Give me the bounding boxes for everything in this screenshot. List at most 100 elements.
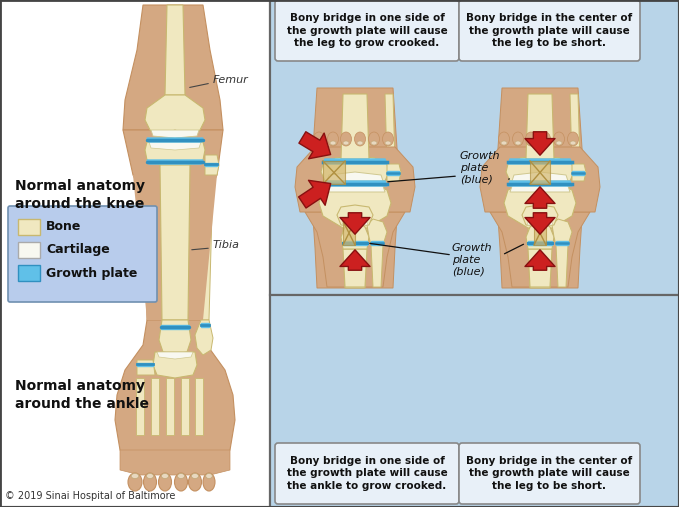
Text: Bony bridge in the center of
the growth plate will cause
the leg to be short.: Bony bridge in the center of the growth …: [466, 13, 633, 48]
Polygon shape: [195, 320, 213, 355]
Polygon shape: [572, 164, 586, 181]
Polygon shape: [572, 171, 584, 175]
Polygon shape: [310, 88, 400, 188]
Bar: [0, 0, 270, 507]
Polygon shape: [157, 352, 193, 359]
Ellipse shape: [498, 132, 509, 146]
Bar: [18, 265, 40, 281]
Polygon shape: [161, 325, 189, 329]
Ellipse shape: [131, 474, 139, 479]
Bar: [18, 219, 40, 235]
Polygon shape: [508, 159, 572, 164]
Ellipse shape: [371, 141, 377, 145]
Bar: [18, 242, 40, 258]
Polygon shape: [325, 180, 385, 192]
Ellipse shape: [314, 132, 325, 146]
Polygon shape: [528, 249, 552, 287]
Text: Growth plate: Growth plate: [46, 267, 137, 279]
Polygon shape: [319, 184, 391, 228]
Polygon shape: [570, 94, 580, 164]
Polygon shape: [556, 245, 568, 287]
Polygon shape: [556, 241, 568, 245]
Polygon shape: [342, 218, 368, 225]
Ellipse shape: [513, 132, 524, 146]
Ellipse shape: [162, 474, 168, 479]
Text: Bony bridge in one side of
the growth plate will cause
the leg to grow crooked.: Bony bridge in one side of the growth pl…: [287, 13, 447, 48]
Ellipse shape: [568, 132, 579, 146]
Text: Bony bridge in one side of
the growth plate will cause
the ankle to grow crooked: Bony bridge in one side of the growth pl…: [287, 456, 447, 491]
Polygon shape: [145, 142, 205, 167]
Polygon shape: [341, 223, 369, 249]
Polygon shape: [151, 378, 159, 435]
Polygon shape: [115, 320, 235, 470]
Polygon shape: [341, 94, 369, 159]
Polygon shape: [201, 175, 213, 320]
Ellipse shape: [158, 473, 172, 491]
Polygon shape: [295, 147, 415, 212]
Ellipse shape: [203, 473, 215, 491]
Text: © 2019 Sinai Hospital of Baltimore: © 2019 Sinai Hospital of Baltimore: [5, 491, 175, 501]
Polygon shape: [371, 245, 383, 287]
Polygon shape: [159, 320, 191, 354]
Polygon shape: [495, 88, 585, 188]
Ellipse shape: [540, 132, 551, 146]
Polygon shape: [343, 241, 367, 245]
Polygon shape: [530, 161, 550, 184]
Ellipse shape: [501, 141, 507, 145]
Polygon shape: [165, 5, 185, 95]
Text: Tibia: Tibia: [213, 240, 240, 250]
Ellipse shape: [191, 474, 198, 479]
Polygon shape: [136, 378, 144, 435]
Polygon shape: [327, 172, 383, 181]
Ellipse shape: [382, 132, 394, 146]
Polygon shape: [305, 212, 405, 287]
Polygon shape: [387, 171, 399, 175]
FancyBboxPatch shape: [459, 443, 640, 504]
Ellipse shape: [556, 141, 562, 145]
Polygon shape: [526, 94, 554, 159]
Ellipse shape: [177, 474, 185, 479]
FancyBboxPatch shape: [275, 443, 459, 504]
Polygon shape: [527, 218, 553, 225]
Text: Normal anatomy
around the ankle: Normal anatomy around the ankle: [15, 379, 149, 411]
Polygon shape: [145, 95, 205, 135]
Ellipse shape: [343, 141, 349, 145]
Text: Bony bridge in the center of
the growth plate will cause
the leg to be short.: Bony bridge in the center of the growth …: [466, 456, 633, 491]
Text: Bone: Bone: [46, 221, 81, 234]
Polygon shape: [153, 352, 197, 378]
Ellipse shape: [147, 474, 153, 479]
Polygon shape: [495, 188, 585, 288]
Polygon shape: [526, 223, 554, 249]
Ellipse shape: [327, 132, 339, 146]
Ellipse shape: [340, 132, 352, 146]
Polygon shape: [323, 161, 345, 184]
Polygon shape: [205, 155, 219, 175]
Ellipse shape: [526, 132, 536, 146]
Polygon shape: [490, 212, 590, 287]
Polygon shape: [123, 5, 223, 130]
Polygon shape: [510, 180, 570, 192]
Polygon shape: [323, 181, 387, 186]
Polygon shape: [512, 172, 568, 181]
Polygon shape: [166, 378, 174, 435]
Bar: [270, 0, 679, 295]
Polygon shape: [504, 184, 576, 228]
Polygon shape: [137, 363, 153, 366]
Ellipse shape: [330, 141, 336, 145]
Polygon shape: [321, 156, 389, 181]
Polygon shape: [123, 130, 223, 320]
Ellipse shape: [316, 141, 322, 145]
Ellipse shape: [206, 474, 213, 479]
Polygon shape: [310, 188, 400, 288]
Polygon shape: [522, 205, 558, 225]
Polygon shape: [534, 221, 546, 245]
Polygon shape: [528, 241, 552, 245]
FancyBboxPatch shape: [8, 206, 157, 302]
Polygon shape: [149, 142, 201, 150]
Polygon shape: [371, 241, 383, 245]
Polygon shape: [552, 219, 572, 245]
Polygon shape: [337, 205, 373, 225]
Ellipse shape: [128, 473, 142, 491]
Polygon shape: [160, 165, 190, 320]
Ellipse shape: [357, 141, 363, 145]
